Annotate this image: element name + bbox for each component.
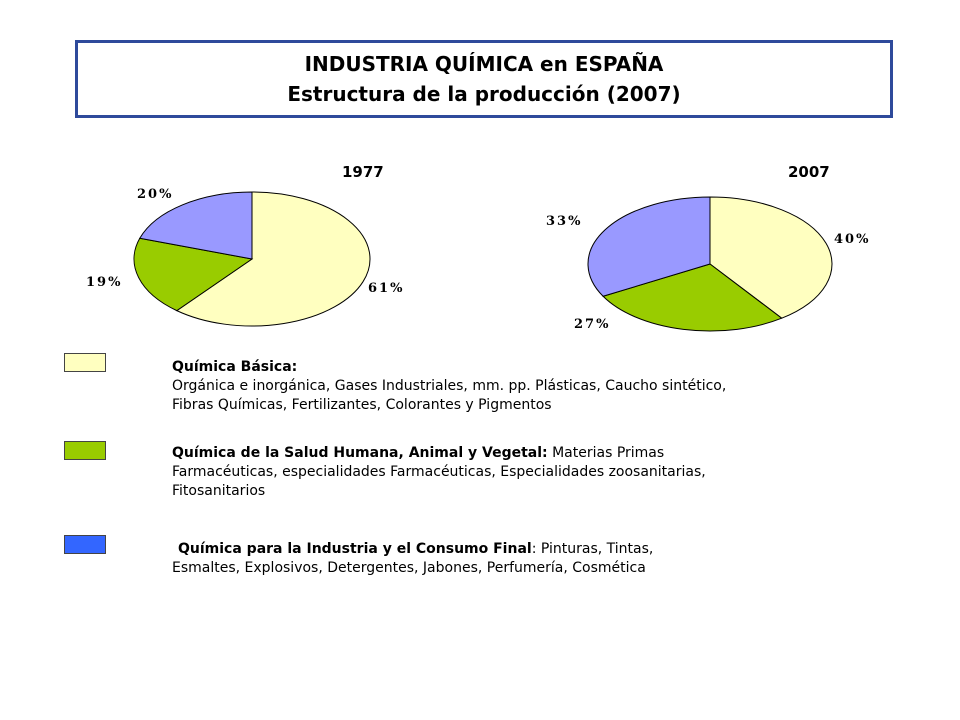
pie-1977-label-consumo: 20% xyxy=(137,187,173,202)
pie-2007-label-salud: 27% xyxy=(574,317,610,332)
title-box: INDUSTRIA QUÍMICA en ESPAÑA Estructura d… xyxy=(75,40,893,118)
legend-swatch-salud xyxy=(64,441,106,460)
legend-item-salud: Química de la Salud Humana, Animal y Veg… xyxy=(172,444,706,501)
legend-line2-salud: Farmacéuticas, especialidades Farmacéuti… xyxy=(172,464,706,480)
pie-1977-label-salud: 19% xyxy=(86,275,122,290)
pie-2007-slice-consumo xyxy=(587,196,711,297)
legend-line1-salud: Materias Primas xyxy=(547,445,665,461)
pie-1977-label-basica: 61% xyxy=(368,281,404,296)
legend-heading-basica: Química Básica: xyxy=(172,359,298,375)
pie-2007-slice-basica xyxy=(709,196,833,319)
page-subtitle: Estructura de la producción (2007) xyxy=(287,82,681,106)
legend-line2-basica: Orgánica e inorgánica, Gases Industriale… xyxy=(172,378,727,394)
legend-swatch-basica xyxy=(64,353,106,372)
legend-line3-salud: Fitosanitarios xyxy=(172,483,266,499)
legend-heading-consumo: Química para la Industria y el Consumo F… xyxy=(178,541,532,557)
pie-2007-title: 2007 xyxy=(788,163,830,181)
legend-heading-salud: Química de la Salud Humana, Animal y Veg… xyxy=(172,445,548,461)
legend-item-basica: Química Básica: Orgánica e inorgánica, G… xyxy=(172,358,726,415)
pie-1977-title: 1977 xyxy=(342,163,384,181)
page-title: INDUSTRIA QUÍMICA en ESPAÑA xyxy=(304,52,664,76)
pie-1977-slice-basica xyxy=(175,191,371,327)
pie-1977-slice-consumo xyxy=(138,191,253,260)
pie-1977-slice-salud xyxy=(133,237,254,312)
legend-line3-basica: Fibras Químicas, Fertilizantes, Colorant… xyxy=(172,397,552,413)
pie-2007-label-basica: 40% xyxy=(834,232,870,247)
pie-2007-slice-salud xyxy=(602,263,783,332)
pie-2007-label-consumo: 33% xyxy=(546,214,582,229)
legend-item-consumo: Química para la Industria y el Consumo F… xyxy=(172,540,654,578)
legend-line2-consumo: Esmaltes, Explosivos, Detergentes, Jabon… xyxy=(172,560,646,576)
legend-swatch-consumo xyxy=(64,535,106,554)
legend-line1-consumo: : Pinturas, Tintas, xyxy=(531,541,654,557)
